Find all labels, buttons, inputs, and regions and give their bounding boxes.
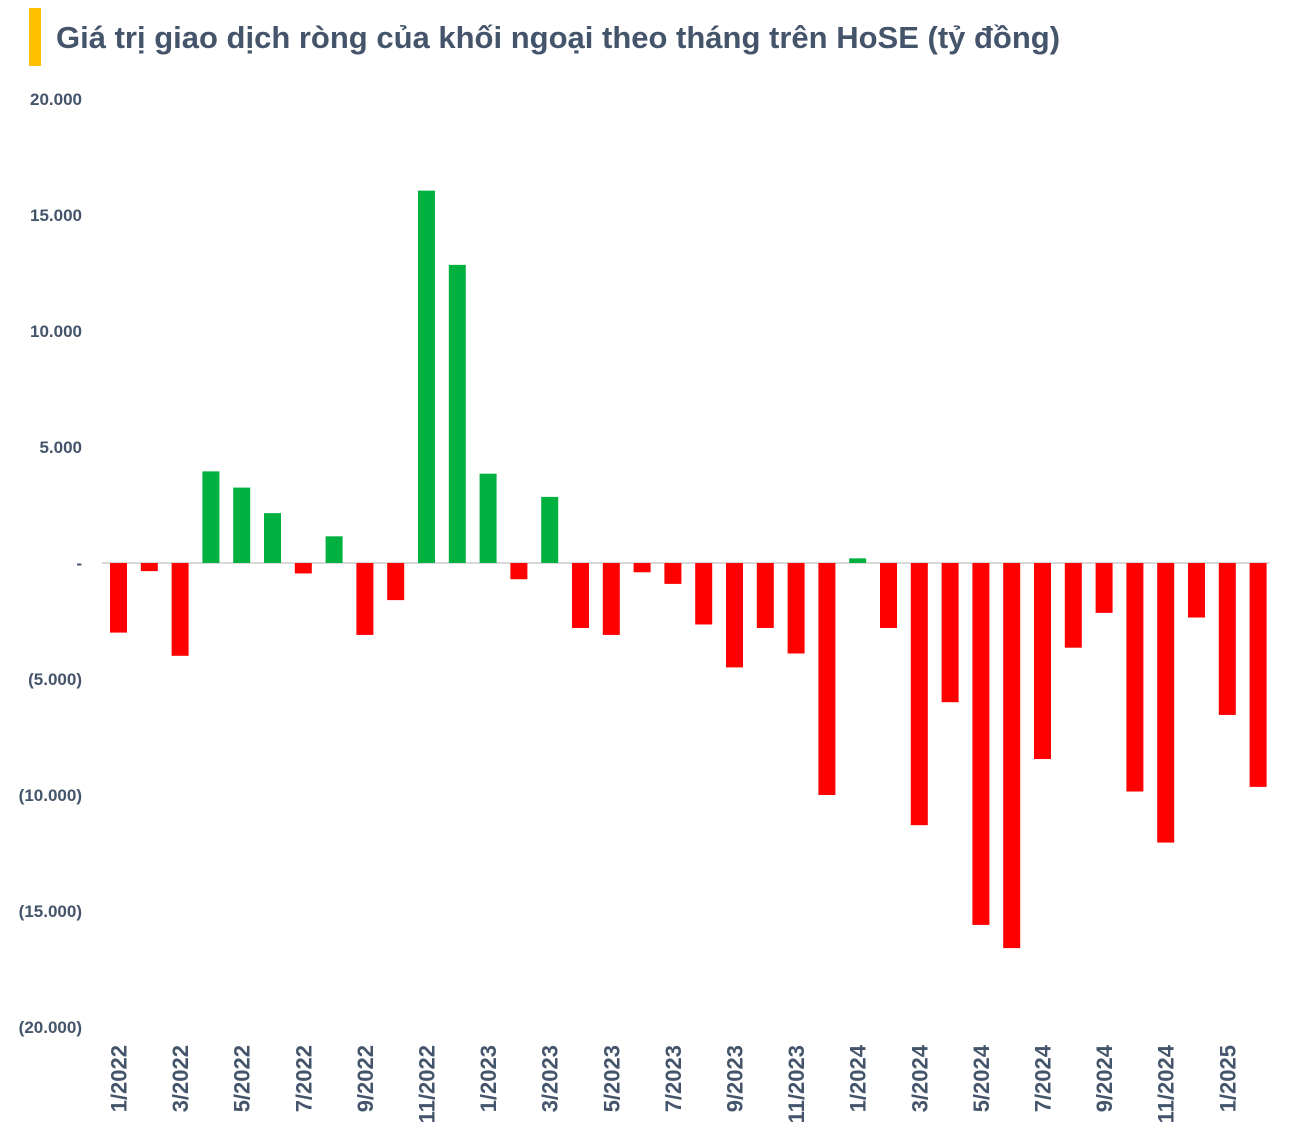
x-tick-label: 3/2022 [168, 1045, 193, 1112]
x-tick-label: 11/2023 [784, 1045, 809, 1123]
bar [1188, 563, 1205, 618]
bar [294, 563, 312, 574]
x-tick-label: 11/2024 [1154, 1044, 1179, 1123]
x-tick-label: 11/2022 [415, 1045, 440, 1123]
x-tick-label: 3/2024 [907, 1044, 932, 1112]
bar [387, 563, 405, 601]
bar [171, 563, 189, 656]
bar [633, 563, 651, 573]
bar [1126, 563, 1144, 792]
x-tick-label: 7/2022 [291, 1045, 316, 1112]
bar [818, 563, 836, 795]
bar [756, 563, 774, 628]
chart-title: Giá trị giao dịch ròng của khối ngoại th… [56, 20, 1061, 55]
bar [418, 190, 435, 563]
bar [726, 563, 743, 668]
x-tick-label: 9/2022 [353, 1045, 378, 1112]
bar [664, 563, 682, 584]
bar [110, 563, 127, 633]
y-tick-label: (5.000) [28, 670, 82, 689]
bar [695, 563, 713, 625]
bar [448, 264, 466, 563]
bar [325, 536, 343, 563]
bar [1095, 563, 1113, 613]
bar [602, 563, 620, 635]
title-accent-bar [29, 8, 41, 66]
x-tick-label: 3/2023 [538, 1045, 563, 1112]
x-tick-label: 5/2024 [969, 1044, 994, 1112]
bar [1034, 563, 1051, 760]
bar [910, 563, 928, 826]
y-tick-label: - [76, 554, 82, 573]
bar [972, 563, 990, 925]
bar [787, 563, 805, 654]
bar [1249, 563, 1267, 787]
bar [264, 513, 281, 563]
bar [572, 563, 589, 628]
x-tick-label: 7/2023 [661, 1045, 686, 1112]
y-tick-label: 20.000 [30, 90, 82, 109]
x-tick-label: 5/2022 [230, 1045, 255, 1112]
bar [849, 558, 867, 563]
x-tick-label: 7/2024 [1031, 1044, 1056, 1112]
bar [510, 563, 528, 580]
bar [233, 487, 251, 563]
bar [880, 563, 897, 628]
y-tick-label: 5.000 [39, 438, 82, 457]
x-tick-label: 9/2024 [1092, 1044, 1117, 1112]
bar [140, 563, 158, 572]
bar [1064, 563, 1082, 648]
bar [941, 563, 959, 703]
bar [541, 496, 559, 563]
x-tick-label: 1/2025 [1215, 1045, 1240, 1112]
x-tick-label: 5/2023 [599, 1045, 624, 1112]
y-tick-label: (20.000) [19, 1018, 82, 1037]
bar [1003, 563, 1021, 949]
x-tick-label: 1/2023 [476, 1045, 501, 1112]
bar [1157, 563, 1175, 843]
y-tick-label: 15.000 [30, 206, 82, 225]
x-tick-label: 1/2024 [846, 1044, 871, 1112]
y-tick-label: (15.000) [19, 902, 82, 921]
y-tick-label: 10.000 [30, 322, 82, 341]
bar [479, 473, 497, 563]
x-tick-label: 9/2023 [723, 1045, 748, 1112]
x-tick-label: 1/2022 [107, 1045, 132, 1112]
y-tick-label: (10.000) [19, 786, 82, 805]
bar [1218, 563, 1236, 715]
bar [356, 563, 374, 635]
bar [202, 471, 220, 563]
